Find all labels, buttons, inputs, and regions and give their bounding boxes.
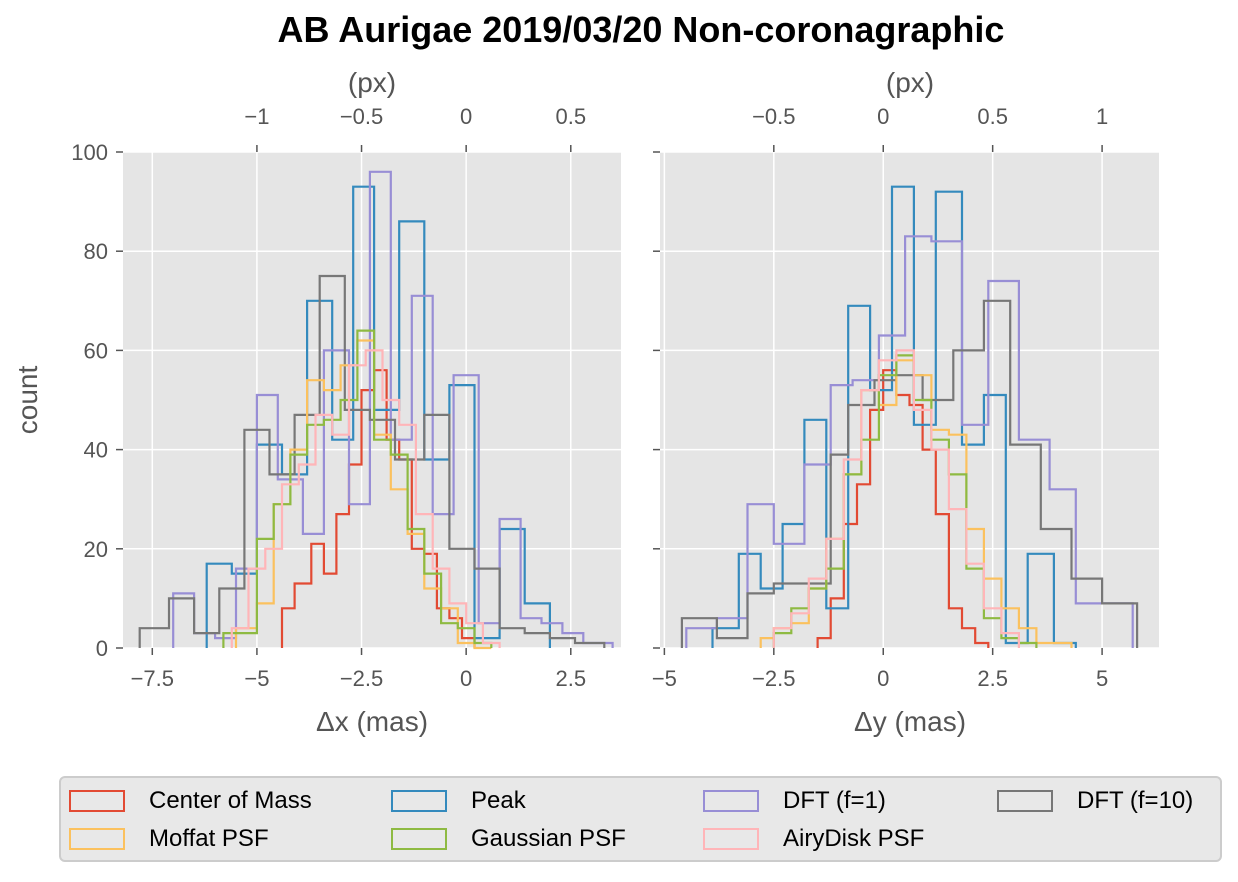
panel-delta-y: −5 −2.5 0 2.5 5 −0.5 0 0.5 1 Δy (mas) (px): [652, 67, 1159, 737]
histogram-series-airydisk-psf: [772, 349, 1020, 648]
histogram-series-gaussian-psf: [222, 329, 493, 648]
legend-swatch: [391, 790, 447, 812]
x-tick-label: −2.5: [340, 666, 383, 691]
x-tick-label: 2.5: [555, 666, 586, 691]
legend-item-dft-f10: DFT (f=10): [997, 786, 1193, 816]
panel-delta-x: 0 20 40 60 80 100 −7.5 −5 −2.5 0 2.5 −1 −0.5 0 0.5 Δx …: [71, 67, 621, 737]
legend-label: AiryDisk PSF: [783, 825, 925, 852]
x-axis-label-bottom: Δx (mas): [316, 706, 428, 737]
y-tick-label: 100: [71, 140, 108, 165]
histogram-series-peak: [711, 185, 1077, 648]
top-x-tick-label: −0.5: [752, 104, 795, 129]
series-layer: [138, 170, 614, 650]
legend-item-moffat-psf: Moffat PSF: [69, 824, 269, 854]
x-tick-label: −7.5: [131, 666, 174, 691]
top-x-tick-label: 0: [877, 104, 889, 129]
legend-item-center-of-mass: Center of Mass: [69, 786, 312, 816]
legend-swatch: [69, 790, 125, 812]
top-x-tick-label: 0.5: [977, 104, 1008, 129]
x-axis-label-bottom: Δy (mas): [854, 706, 966, 737]
legend-swatch: [391, 828, 447, 850]
legend-swatch: [703, 828, 759, 850]
top-x-tick-label: 0: [460, 104, 472, 129]
legend-swatch: [69, 828, 125, 850]
histogram-series-dft-f-10: [138, 274, 606, 648]
plot-area-background: [123, 152, 621, 648]
top-x-tick-label: 1: [1096, 104, 1108, 129]
x-tick-label: −5: [244, 666, 269, 691]
legend-label: DFT (f=1): [783, 787, 886, 814]
legend-label: Center of Mass: [149, 787, 312, 814]
x-tick-label: 5: [1096, 666, 1108, 691]
x-tick-label: −2.5: [752, 666, 795, 691]
legend-label: Moffat PSF: [149, 825, 269, 852]
top-x-tick-label: −1: [244, 104, 269, 129]
y-axis-label: count: [12, 366, 43, 435]
legend-swatch: [997, 790, 1053, 812]
y-tick-label: 40: [84, 438, 108, 463]
legend: Center of Mass Moffat PSF Peak Gaussian …: [59, 776, 1222, 862]
legend-swatch: [703, 790, 759, 812]
axes-layer: 0 20 40 60 80 100 −7.5 −5 −2.5 0 2.5 −1 −0.5 0 0.5: [71, 104, 586, 691]
y-tick-label: 60: [84, 338, 108, 363]
top-x-tick-label: −0.5: [340, 104, 383, 129]
axes-layer: −5 −2.5 0 2.5 5 −0.5 0 0.5 1: [652, 104, 1108, 691]
histogram-series-dft-f-1: [685, 235, 1134, 648]
y-tick-label: 20: [84, 537, 108, 562]
legend-item-dft-f1: DFT (f=1): [703, 786, 886, 816]
legend-item-peak: Peak: [391, 786, 526, 816]
x-tick-label: 0: [877, 666, 889, 691]
histogram-series-dft-f-1: [172, 170, 614, 648]
legend-label: Peak: [471, 787, 526, 814]
histogram-series-airydisk-psf: [230, 349, 501, 648]
top-x-tick-label: 0.5: [555, 104, 586, 129]
series-layer: [680, 185, 1139, 648]
histogram-series-gaussian-psf: [772, 354, 1038, 648]
legend-item-airydisk-psf: AiryDisk PSF: [703, 824, 924, 854]
legend-item-gaussian-psf: Gaussian PSF: [391, 824, 626, 854]
legend-label: Gaussian PSF: [471, 825, 626, 852]
y-tick-label: 80: [84, 239, 108, 264]
y-tick-label: 0: [96, 636, 108, 661]
legend-label: DFT (f=10): [1077, 787, 1194, 814]
x-tick-label: 2.5: [977, 666, 1008, 691]
x-axis-label-top: (px): [348, 67, 396, 98]
chart-title: AB Aurigae 2019/03/20 Non-coronagraphic: [278, 9, 1005, 50]
x-tick-label: −5: [652, 666, 677, 691]
x-axis-label-top: (px): [886, 67, 934, 98]
x-tick-label: 0: [460, 666, 472, 691]
